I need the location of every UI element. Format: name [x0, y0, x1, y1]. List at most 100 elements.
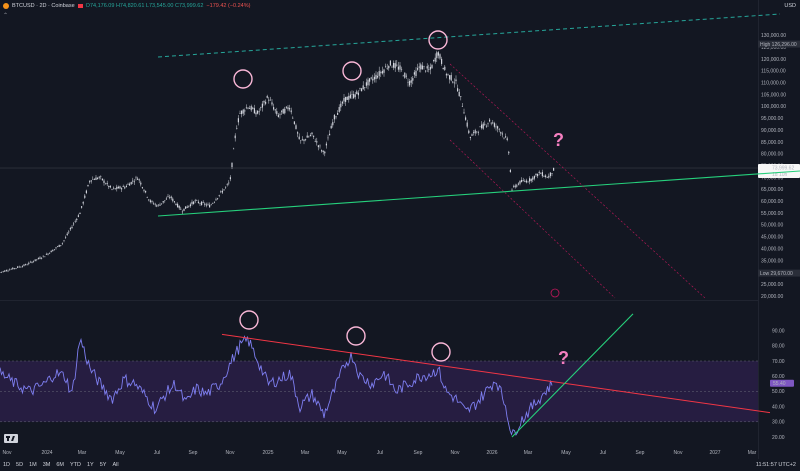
price-candle-body — [285, 106, 287, 108]
price-candle-body — [316, 141, 318, 143]
timeframe-5d[interactable]: 5D — [16, 462, 24, 468]
timeframe-all[interactable]: All — [112, 462, 119, 468]
timeframe-1m[interactable]: 1M — [29, 462, 37, 468]
price-candle-body — [549, 172, 551, 177]
price-candle-body — [79, 212, 81, 215]
rsi-tick-label: 80.00 — [772, 344, 785, 350]
price-candle-body — [537, 173, 539, 177]
tradingview-logo-icon[interactable] — [4, 434, 18, 443]
price-candle-body — [538, 171, 540, 173]
price-candle-body — [66, 233, 68, 236]
price-candle-body — [98, 176, 100, 178]
price-candle-body — [89, 181, 91, 183]
price-candle-body — [420, 64, 422, 70]
price-candle-body — [212, 203, 214, 204]
price-candle-body — [204, 203, 206, 205]
price-candle-body — [279, 114, 281, 115]
price-candle-body — [129, 183, 131, 186]
price-candle-body — [237, 118, 239, 123]
price-candle-body — [58, 244, 60, 247]
price-tick-label: 35,000.00 — [761, 258, 783, 264]
time-tick-label: 2026 — [486, 450, 497, 456]
price-candle-body — [402, 75, 404, 77]
price-candle-body — [449, 75, 451, 80]
price-tick-label: 110,000.00 — [761, 81, 786, 87]
chevron-up-icon[interactable]: ⌃ — [3, 13, 9, 19]
price-candle-body — [292, 117, 294, 119]
price-candle-body — [183, 208, 185, 211]
price-candle-body — [527, 181, 529, 183]
currency-label[interactable]: USD — [784, 3, 796, 9]
price-candle-body — [247, 107, 249, 109]
last-price-tag — [758, 164, 800, 179]
price-candle-body — [197, 201, 199, 203]
price-candle-body — [301, 139, 303, 141]
ohlc-values: O74,176.09 H74,820.61 L73,545.00 C73,999… — [85, 3, 204, 9]
price-candle-body — [277, 114, 279, 117]
channel-top-line — [449, 63, 706, 299]
last-price-label: 73,999.62 — [772, 166, 794, 172]
price-candle-body — [447, 74, 449, 75]
price-candle-body — [268, 99, 270, 101]
timeframe-6m[interactable]: 6M — [56, 462, 64, 468]
time-tick-label: Mar — [748, 450, 757, 456]
price-candle-body — [143, 190, 145, 192]
flag-icon[interactable] — [77, 4, 83, 8]
timeframe-1y[interactable]: 1Y — [86, 462, 94, 468]
time-tick-label: 2027 — [709, 450, 720, 456]
rsi-question-mark: ? — [558, 348, 569, 368]
price-candle-body — [233, 148, 235, 150]
price-candle-body — [295, 125, 297, 129]
timeframe-ytd[interactable]: YTD — [69, 462, 81, 468]
price-candle-body — [49, 252, 51, 254]
time-tick-label: Nov — [451, 450, 460, 456]
rsi-highlight-circle — [346, 326, 366, 346]
price-tick-label: 70,000.00 — [761, 175, 783, 181]
price-candle-body — [497, 126, 499, 129]
price-candle-body — [253, 108, 255, 114]
price-candle-body — [300, 140, 302, 142]
price-candle-body — [466, 122, 468, 127]
price-candle-body — [481, 124, 483, 129]
price-candle-body — [401, 68, 403, 70]
rsi-current-tag — [770, 379, 794, 387]
price-candle-body — [445, 74, 447, 76]
price-candle-body — [63, 240, 65, 241]
price-candle-body — [327, 137, 329, 139]
price-candle-body — [20, 266, 22, 268]
price-candle-body — [290, 110, 292, 113]
price-candle-body — [153, 203, 155, 205]
chart-canvas[interactable]: 130,000.00 125,000.00 120,000.00 115,000.00… — [0, 0, 800, 459]
price-candle-body — [404, 72, 406, 78]
price-candle-body — [281, 110, 283, 112]
price-candle-body — [229, 177, 231, 180]
price-candle-body — [146, 196, 148, 198]
price-candle-body — [44, 256, 46, 258]
price-candle-body — [231, 162, 233, 168]
price-tick-label: 95,000.00 — [761, 116, 783, 122]
timeframe-1d[interactable]: 1D — [3, 462, 11, 468]
price-candle-body — [194, 200, 196, 202]
timeframe-5y[interactable]: 5Y — [99, 462, 107, 468]
symbol-title[interactable]: BTCUSD · 2D · Coinbase — [12, 3, 75, 9]
price-candle-body — [439, 54, 441, 59]
clock[interactable]: 11:51:57 UTC+2 — [755, 462, 796, 468]
price-candle-body — [396, 64, 398, 66]
price-candle-body — [423, 65, 425, 67]
price-candle-body — [250, 106, 252, 111]
low-label: Low 29,670.00 — [760, 271, 793, 277]
price-candle-body — [242, 109, 244, 114]
price-candle-body — [138, 179, 140, 181]
price-candle-body — [437, 52, 439, 56]
price-candle-body — [140, 182, 142, 185]
price-candle-body — [117, 186, 119, 189]
price-candle-body — [444, 66, 446, 70]
timeframe-3m[interactable]: 3M — [42, 462, 51, 468]
price-candle-body — [500, 132, 502, 134]
price-candle-body — [265, 101, 267, 104]
price-candle-body — [418, 66, 420, 68]
price-candle-body — [130, 181, 132, 185]
bitcoin-icon — [3, 3, 9, 9]
price-candle-body — [482, 123, 484, 129]
price-candle-body — [165, 198, 167, 200]
